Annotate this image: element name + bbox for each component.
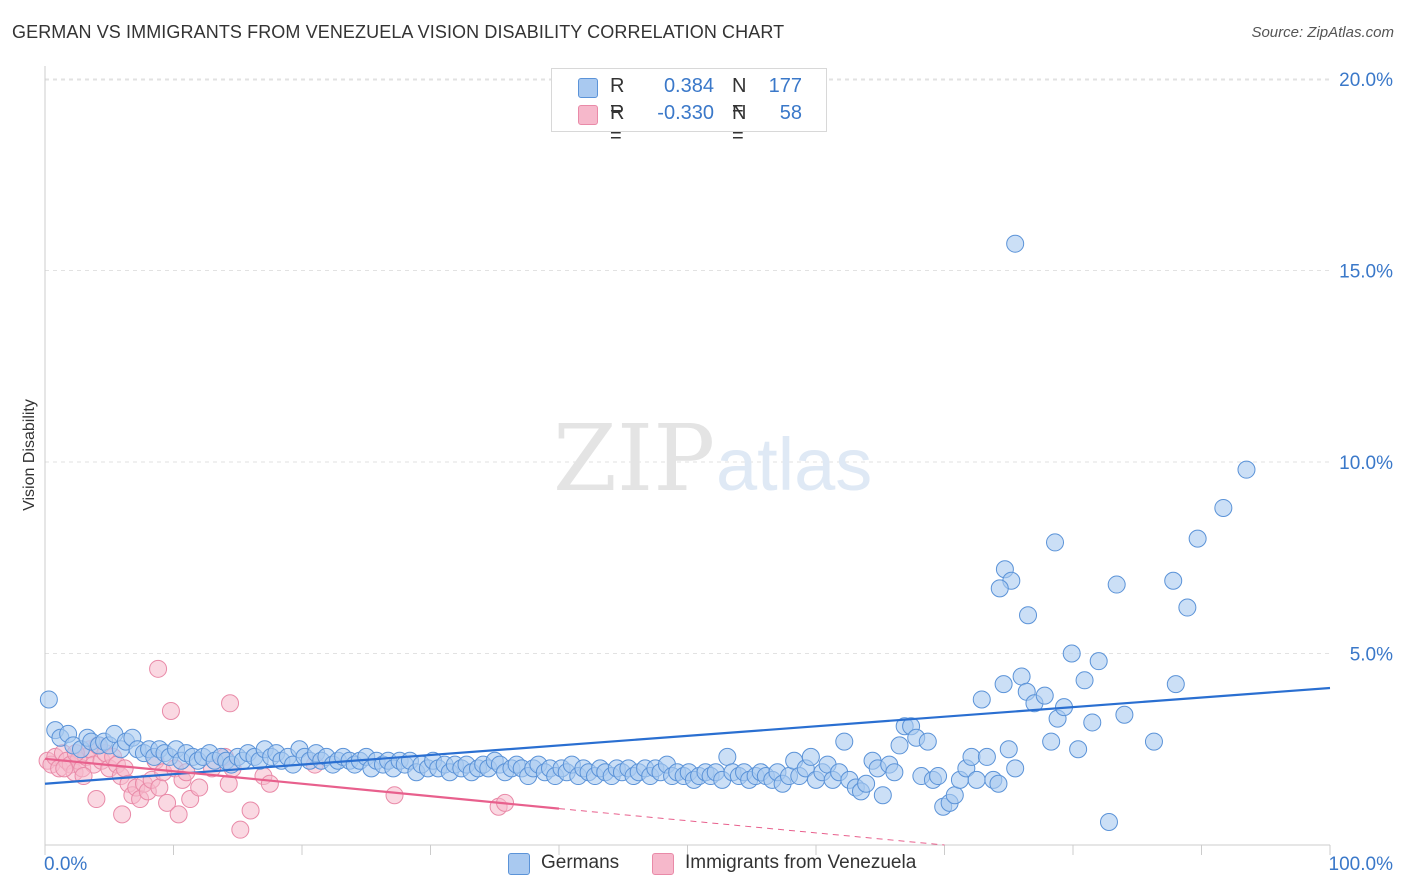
legend-n-label: N =	[732, 102, 747, 147]
watermark: ZIP atlas	[553, 405, 872, 512]
legend-swatch-venezuela	[652, 853, 674, 875]
german-trend-line	[44, 686, 1331, 785]
chart-title: GERMAN VS IMMIGRANTS FROM VENEZUELA VISI…	[12, 22, 785, 42]
legend-label-venezuela: Immigrants from Venezuela	[685, 852, 917, 873]
legend-n-value: 177	[768, 75, 802, 97]
legend-swatch-germans	[508, 853, 530, 875]
german-point	[918, 732, 937, 751]
german-point	[962, 747, 981, 766]
venezuela-point	[190, 778, 209, 797]
venezuela-point	[115, 759, 134, 778]
german-point	[1042, 732, 1061, 751]
german-point	[1006, 759, 1025, 778]
venezuela-point	[150, 778, 169, 797]
y-tick-label: 10.0%	[1339, 453, 1393, 474]
axes	[44, 66, 1331, 855]
watermark-atlas: atlas	[716, 423, 872, 506]
german-point	[929, 767, 948, 786]
german-point	[994, 675, 1013, 694]
legend-r-label: R =	[610, 102, 625, 147]
grid-lines	[45, 78, 1330, 654]
german-point	[1035, 686, 1054, 705]
german-point	[1144, 732, 1163, 751]
german-point	[1164, 571, 1183, 590]
german-point	[1069, 740, 1088, 759]
german-point	[1089, 652, 1108, 671]
venezuela-point	[87, 790, 106, 809]
german-point	[1083, 713, 1102, 732]
german-point	[945, 786, 964, 805]
german-point	[835, 732, 854, 751]
venezuela-point	[158, 793, 177, 812]
venezuela-trend-line	[44, 757, 560, 810]
venezuela-point	[149, 659, 168, 678]
venezuela-point	[231, 820, 250, 839]
tick-labels: 5.0% 10.0% 15.0% 20.0% 0.0% 100.0%	[44, 70, 1393, 875]
y-tick-label: 15.0%	[1339, 262, 1393, 283]
trend-lines	[44, 686, 1331, 846]
german-point	[972, 690, 991, 709]
legend-r-label: R =	[610, 75, 625, 120]
venezuela-point	[55, 759, 74, 778]
german-point	[1099, 813, 1118, 832]
german-point	[1214, 498, 1233, 517]
legend-r-value: -0.330	[657, 102, 714, 124]
venezuela-point	[113, 805, 132, 824]
german-point	[990, 579, 1009, 598]
german-point	[1115, 705, 1134, 724]
legend-n-value: 58	[779, 102, 802, 124]
german-point	[1046, 533, 1065, 552]
x-tick-label: 0.0%	[44, 854, 87, 875]
german-point	[1019, 606, 1038, 625]
correlation-legend: R = 0.384 N = 177 R = -0.330 N = 58	[551, 68, 827, 147]
x-tick-label: 100.0%	[1329, 854, 1394, 875]
venezuela-point	[385, 786, 404, 805]
german-point	[1012, 667, 1031, 686]
legend-swatch-venezuela	[578, 105, 598, 125]
legend-n-label: N =	[732, 75, 747, 120]
legend-swatch-germans	[578, 78, 598, 98]
german-point	[39, 690, 58, 709]
y-tick-label: 5.0%	[1350, 645, 1393, 666]
german-point	[1178, 598, 1197, 617]
venezuela-point	[161, 701, 180, 720]
german-point	[857, 774, 876, 793]
venezuela-point	[241, 801, 260, 820]
german-point	[1006, 234, 1025, 253]
legend-label-germans: Germans	[541, 852, 620, 873]
german-point	[890, 736, 909, 755]
source-label: Source: ZipAtlas.com	[1251, 24, 1394, 41]
venezuela-point	[169, 805, 188, 824]
series-germans	[39, 234, 1256, 832]
watermark-zip: ZIP	[553, 405, 715, 512]
venezuela-point	[221, 694, 240, 713]
venezuela-trend-extension	[558, 808, 945, 846]
german-point	[999, 740, 1018, 759]
german-point	[873, 786, 892, 805]
german-point	[718, 747, 737, 766]
german-point	[1188, 529, 1207, 548]
german-point	[977, 747, 996, 766]
legend-r-value: 0.384	[663, 75, 714, 97]
german-point	[1237, 460, 1256, 479]
german-point	[1166, 675, 1185, 694]
german-point	[989, 774, 1008, 793]
german-point	[1075, 671, 1094, 690]
y-tick-label: 20.0%	[1339, 70, 1393, 91]
venezuela-point	[260, 774, 279, 793]
german-point	[1062, 644, 1081, 663]
german-point	[885, 763, 904, 782]
german-point	[801, 747, 820, 766]
german-point	[1107, 575, 1126, 594]
german-point	[967, 770, 986, 789]
